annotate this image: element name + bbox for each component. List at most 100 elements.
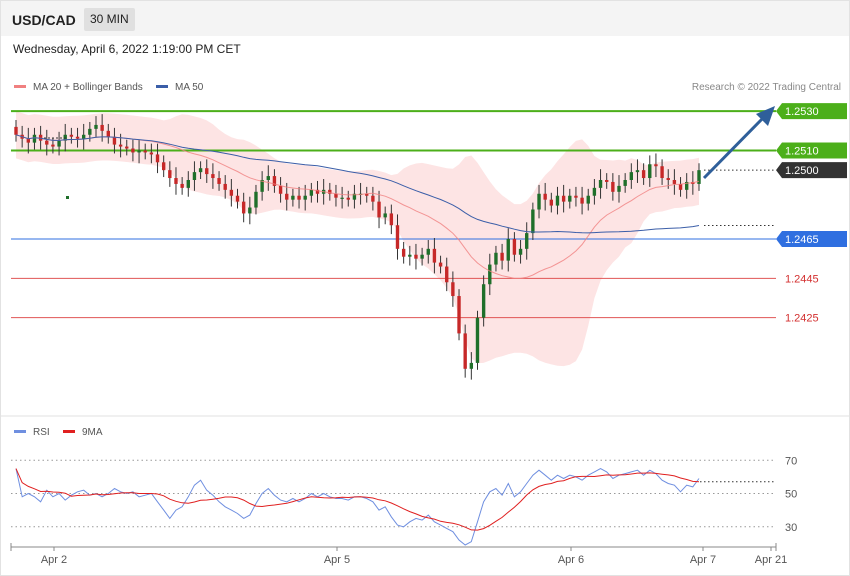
candle-body bbox=[278, 185, 283, 194]
candle-body bbox=[445, 266, 449, 283]
candle-body bbox=[408, 254, 412, 257]
candle-body bbox=[568, 195, 572, 202]
candle-body bbox=[51, 144, 55, 147]
candle-body bbox=[143, 150, 147, 153]
rsi-legend-label: RSI bbox=[33, 427, 50, 438]
rsi-ma-legend-swatch bbox=[63, 430, 75, 433]
candle-body bbox=[346, 197, 350, 200]
candle-body bbox=[205, 168, 209, 175]
candle-body bbox=[131, 148, 135, 153]
candle-body bbox=[365, 193, 369, 196]
candle-body bbox=[211, 174, 215, 179]
candle-body bbox=[57, 140, 61, 147]
level-labels: 1.2530 1.2510 1.2500 1.2465 1.2445 1.2425 bbox=[776, 103, 847, 325]
candle-body bbox=[654, 164, 658, 167]
x-label-Apr-7: Apr 7 bbox=[690, 554, 716, 566]
candle-body bbox=[248, 207, 252, 214]
level-label-1-2500: 1.2500 bbox=[785, 165, 819, 177]
candle-body bbox=[371, 195, 375, 202]
candle-body bbox=[14, 126, 18, 135]
candle-body bbox=[45, 140, 49, 145]
rsi-line bbox=[15, 468, 700, 546]
rsi-ma-line bbox=[15, 468, 700, 531]
x-label-Apr-6: Apr 6 bbox=[558, 554, 584, 566]
candle-body bbox=[112, 136, 117, 145]
candle-body bbox=[106, 130, 110, 137]
candle-body bbox=[155, 154, 160, 163]
candle-body bbox=[254, 191, 258, 208]
candle-body bbox=[401, 248, 406, 257]
level-label-1-2530: 1.2530 bbox=[785, 106, 819, 118]
chart-header: USD/CAD 30 MIN bbox=[1, 1, 849, 36]
candle-body bbox=[678, 183, 683, 190]
ma50-legend-label: MA 50 bbox=[175, 82, 204, 93]
candle-body bbox=[561, 195, 566, 202]
candle-body bbox=[475, 317, 480, 363]
candle-body bbox=[377, 201, 381, 218]
candle-body bbox=[648, 164, 652, 179]
candle-body bbox=[432, 248, 437, 263]
candle-body bbox=[531, 209, 535, 234]
candle-body bbox=[100, 124, 104, 131]
level-tag-1-2465 bbox=[776, 231, 847, 247]
bb-legend-swatch bbox=[14, 85, 26, 88]
timeframe-badge[interactable]: 30 MIN bbox=[84, 8, 135, 31]
candle-body bbox=[26, 138, 30, 143]
candle-body bbox=[623, 180, 627, 186]
candle-body bbox=[383, 213, 387, 218]
candle-body bbox=[414, 254, 418, 259]
candle-body bbox=[525, 233, 529, 249]
candle-body bbox=[352, 193, 357, 200]
ma50-line bbox=[15, 134, 700, 234]
candle-body bbox=[75, 136, 80, 139]
candle-body bbox=[611, 181, 615, 192]
bb-legend-label: MA 20 + Bollinger Bands bbox=[33, 82, 143, 93]
candle-body bbox=[500, 252, 504, 261]
candle-body bbox=[137, 150, 141, 153]
forecast-arrow bbox=[702, 106, 775, 180]
candle-body bbox=[235, 195, 240, 202]
candle-body bbox=[598, 180, 603, 188]
credit-text: Research © 2022 Trading Central bbox=[692, 82, 841, 93]
candle-body bbox=[272, 176, 277, 186]
candle-body bbox=[635, 170, 640, 173]
candle-body bbox=[94, 124, 98, 129]
rsi-tick-30: 30 bbox=[785, 522, 797, 534]
candle-body bbox=[32, 134, 37, 143]
candle-body bbox=[543, 193, 547, 200]
candle-body bbox=[494, 252, 498, 265]
candle-body bbox=[118, 144, 123, 147]
candle-body bbox=[537, 193, 541, 210]
candle-body bbox=[685, 181, 689, 190]
candle-body bbox=[518, 248, 523, 255]
candle-body bbox=[217, 178, 221, 184]
candle-body bbox=[297, 195, 301, 200]
level-tag-1-2510 bbox=[776, 142, 847, 159]
rsi-panel: 70 50 30 bbox=[11, 455, 797, 546]
candle-body bbox=[309, 189, 314, 196]
candle-body bbox=[426, 248, 430, 255]
level-label-1-2465: 1.2465 bbox=[785, 234, 819, 246]
candle-body bbox=[229, 189, 234, 196]
candle-body bbox=[340, 197, 344, 199]
candle-body bbox=[223, 183, 227, 190]
candle-body bbox=[420, 254, 424, 259]
bollinger-band-fill bbox=[16, 111, 699, 367]
marker-dot bbox=[66, 196, 69, 199]
candle-body bbox=[180, 183, 184, 188]
candle-body bbox=[451, 282, 455, 297]
candle-body bbox=[69, 134, 74, 137]
candles bbox=[14, 114, 701, 380]
level-label-1-2425: 1.2425 bbox=[785, 313, 819, 325]
candle-body bbox=[660, 166, 664, 179]
candle-body bbox=[285, 193, 289, 200]
rsi-tick-70: 70 bbox=[785, 455, 797, 467]
candle-body bbox=[481, 284, 486, 318]
candle-body bbox=[149, 152, 154, 155]
candle-body bbox=[555, 195, 560, 206]
candle-body bbox=[697, 170, 701, 184]
candle-body bbox=[629, 172, 634, 180]
candle-body bbox=[506, 239, 510, 261]
rsi-tick-50: 50 bbox=[785, 489, 797, 501]
chart-datetime: Wednesday, April 6, 2022 1:19:00 PM CET bbox=[13, 42, 241, 56]
